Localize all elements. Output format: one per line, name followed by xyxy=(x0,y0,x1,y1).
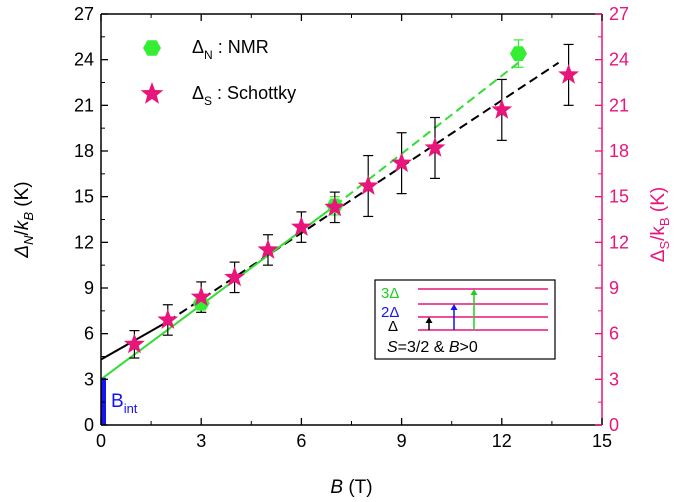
inset-arrow-3delta-head xyxy=(470,289,478,295)
y-right-tick-label-21: 21 xyxy=(609,95,629,115)
fit-line-4 xyxy=(334,61,520,207)
marker-schottky-5 xyxy=(290,216,312,237)
y-left-tick-label-18: 18 xyxy=(74,141,94,161)
inset-caption: S=3/2 & B>0 xyxy=(387,339,478,356)
inset-arrow-delta-head xyxy=(425,317,433,323)
legend-marker-nmr xyxy=(143,40,161,56)
x-tick-label-0: 0 xyxy=(96,431,106,451)
legend-label-nmr: ΔN : NMR xyxy=(192,37,269,62)
x-tick-label-12: 12 xyxy=(492,431,512,451)
plot-frame xyxy=(100,13,603,426)
y-right-tick-label-27: 27 xyxy=(609,4,629,24)
b-int-bar: Bint xyxy=(101,377,138,425)
y-left-tick-label-3: 3 xyxy=(84,369,94,389)
y-right-tick-label-12: 12 xyxy=(609,232,629,252)
marker-schottky-7 xyxy=(357,175,379,195)
b-int-bar-fill xyxy=(101,377,106,425)
inset-label-3delta: 3Δ xyxy=(381,285,399,302)
x-tick-label-6: 6 xyxy=(296,431,306,451)
y-right-axis-label: ΔS/kB (K) xyxy=(648,187,672,262)
marker-schottky-9 xyxy=(424,136,446,157)
data-markers xyxy=(123,46,580,354)
b-int-label: Bint xyxy=(111,391,138,416)
x-axis-label: B (T) xyxy=(330,477,372,498)
y-left-tick-label-21: 21 xyxy=(74,95,94,115)
y-left-tick-label-12: 12 xyxy=(74,232,94,252)
marker-schottky-11 xyxy=(558,63,580,84)
inset-box xyxy=(374,279,556,360)
marker-schottky-6 xyxy=(324,196,346,217)
y-right-tick-label-9: 9 xyxy=(609,278,619,298)
marker-schottky-0 xyxy=(123,333,145,354)
y-left-tick-label-15: 15 xyxy=(74,187,94,207)
x-tick-label-15: 15 xyxy=(592,431,612,451)
x-tick-label-9: 9 xyxy=(397,431,407,451)
y-right-tick-label-0: 0 xyxy=(609,415,619,435)
marker-schottky-8 xyxy=(391,152,413,173)
inset-arrow-2delta-head xyxy=(450,304,458,310)
y-left-tick-label-27: 27 xyxy=(74,4,94,24)
inset-label-delta: Δ xyxy=(388,318,398,335)
x-tick-label-3: 3 xyxy=(196,431,206,451)
marker-schottky-2 xyxy=(190,286,212,307)
y-left-tick-label-24: 24 xyxy=(74,50,94,70)
y-left-tick-label-0: 0 xyxy=(84,415,94,435)
y-left-axis-label: ΔN/kB (K) xyxy=(12,181,36,258)
y-right-tick-label-6: 6 xyxy=(609,324,619,344)
y-right-tick-label-15: 15 xyxy=(609,187,629,207)
marker-schottky-3 xyxy=(224,266,246,287)
y-right-tick-label-18: 18 xyxy=(609,141,629,161)
legend: ΔN : NMR ΔS : Schottky xyxy=(140,37,296,108)
legend-marker-schottky xyxy=(140,82,164,104)
y-left-tick-label-6: 6 xyxy=(84,324,94,344)
axis-labels: B (T) ΔN/kB (K) ΔS/kB (K) xyxy=(12,181,672,498)
y-right-tick-label-24: 24 xyxy=(609,50,629,70)
legend-label-schottky: ΔS : Schottky xyxy=(192,83,296,108)
y-left-tick-label-9: 9 xyxy=(84,278,94,298)
inset-label-2delta: 2Δ xyxy=(381,304,399,321)
marker-schottky-1 xyxy=(157,308,179,329)
marker-schottky-10 xyxy=(491,98,513,119)
marker-schottky-4 xyxy=(257,238,279,259)
marker-nmr-2 xyxy=(510,46,527,61)
inset-energy-diagram: 3Δ 2ΔΔ S=3/2 & B>0 xyxy=(374,279,556,360)
y-right-tick-label-3: 3 xyxy=(609,369,619,389)
